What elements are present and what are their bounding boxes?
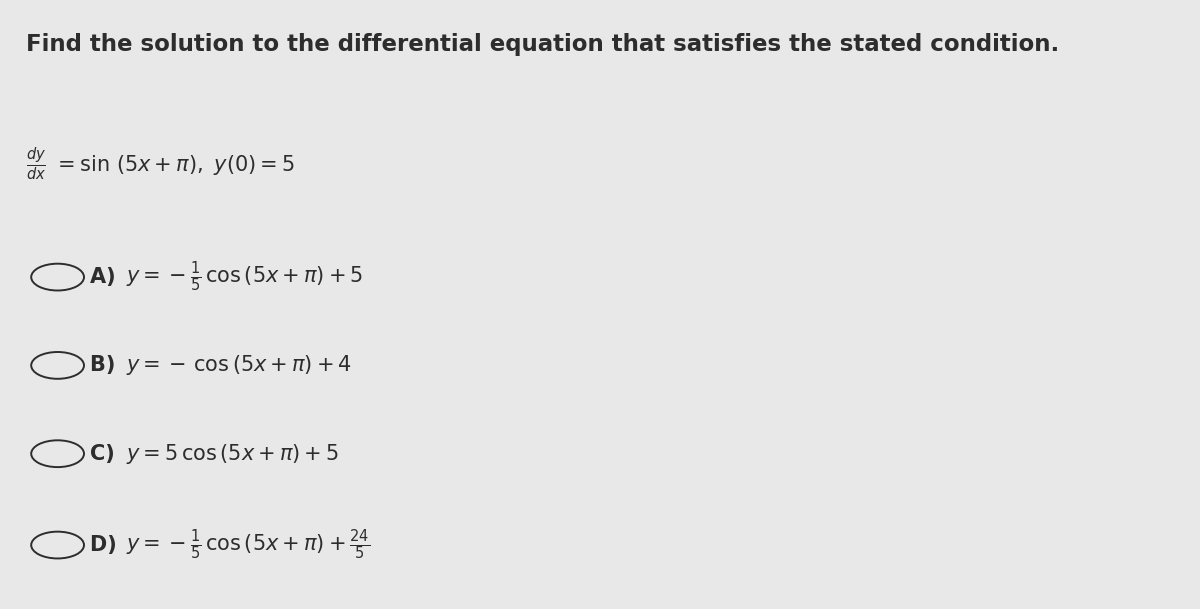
Text: B): B) — [90, 356, 122, 375]
Text: $y = -\frac{1}{5}\,\mathrm{cos}\,(5x + \pi) + \frac{24}{5}$: $y = -\frac{1}{5}\,\mathrm{cos}\,(5x + \… — [126, 528, 371, 562]
Text: D): D) — [90, 535, 124, 555]
Text: C): C) — [90, 444, 122, 463]
Text: $y = -\frac{1}{5}\,\mathrm{cos}\,(5x + \pi) + 5$: $y = -\frac{1}{5}\,\mathrm{cos}\,(5x + \… — [126, 260, 364, 294]
Text: $y = -\,\mathrm{cos}\,(5x + \pi) + 4$: $y = -\,\mathrm{cos}\,(5x + \pi) + 4$ — [126, 353, 352, 378]
Text: A): A) — [90, 267, 122, 287]
Text: Find the solution to the differential equation that satisfies the stated conditi: Find the solution to the differential eq… — [26, 33, 1060, 57]
Text: $\frac{dy}{dx}$ $= \sin\,(5x + \pi),\ y(0) = 5$: $\frac{dy}{dx}$ $= \sin\,(5x + \pi),\ y(… — [26, 146, 295, 183]
Text: $y = 5\,\mathrm{cos}\,(5x + \pi) + 5$: $y = 5\,\mathrm{cos}\,(5x + \pi) + 5$ — [126, 442, 338, 466]
